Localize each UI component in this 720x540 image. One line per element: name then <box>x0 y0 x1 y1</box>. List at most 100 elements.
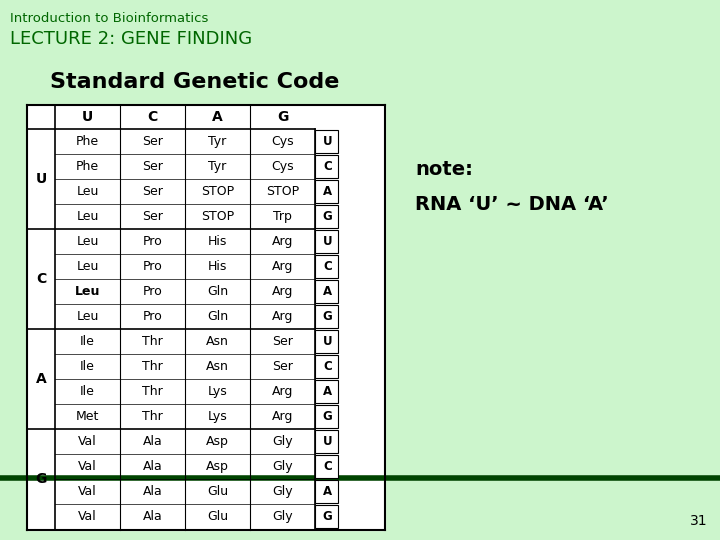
Text: Asn: Asn <box>206 335 229 348</box>
Text: Gly: Gly <box>272 435 293 448</box>
Text: A: A <box>35 372 46 386</box>
Text: Pro: Pro <box>143 235 163 248</box>
Text: A: A <box>323 185 332 198</box>
Text: U: U <box>323 135 333 148</box>
Text: Leu: Leu <box>76 310 99 323</box>
Text: Leu: Leu <box>76 185 99 198</box>
Text: His: His <box>208 235 228 248</box>
Text: Leu: Leu <box>75 285 100 298</box>
Text: C: C <box>323 160 332 173</box>
Text: note:: note: <box>415 160 473 179</box>
Text: Gly: Gly <box>272 460 293 473</box>
Text: Thr: Thr <box>142 335 163 348</box>
Bar <box>315 330 338 353</box>
Text: Arg: Arg <box>272 410 293 423</box>
Text: Trp: Trp <box>273 210 292 223</box>
Text: U: U <box>35 172 47 186</box>
Text: Thr: Thr <box>142 360 163 373</box>
Text: Arg: Arg <box>272 260 293 273</box>
Text: Glu: Glu <box>207 485 228 498</box>
Text: Asp: Asp <box>206 435 229 448</box>
Bar <box>315 430 338 453</box>
Text: Val: Val <box>78 435 97 448</box>
Text: Leu: Leu <box>76 235 99 248</box>
Text: C: C <box>323 460 332 473</box>
Text: Ile: Ile <box>80 385 95 398</box>
Bar <box>315 205 338 228</box>
Text: Ser: Ser <box>142 135 163 148</box>
Text: G: G <box>323 310 333 323</box>
Text: Thr: Thr <box>142 385 163 398</box>
Bar <box>315 355 338 378</box>
Text: Introduction to Bioinformatics: Introduction to Bioinformatics <box>10 12 208 25</box>
Text: Gly: Gly <box>272 485 293 498</box>
Text: Phe: Phe <box>76 135 99 148</box>
Bar <box>315 380 338 403</box>
Text: Ser: Ser <box>272 335 293 348</box>
Text: Gln: Gln <box>207 285 228 298</box>
Bar <box>315 155 338 178</box>
Text: Tyr: Tyr <box>208 135 227 148</box>
Text: Pro: Pro <box>143 260 163 273</box>
Text: Cys: Cys <box>271 135 294 148</box>
Text: Pro: Pro <box>143 310 163 323</box>
Text: Pro: Pro <box>143 285 163 298</box>
Text: C: C <box>323 260 332 273</box>
Text: Leu: Leu <box>76 260 99 273</box>
Text: Ile: Ile <box>80 335 95 348</box>
Bar <box>315 405 338 428</box>
Bar <box>315 305 338 328</box>
Text: STOP: STOP <box>201 210 234 223</box>
Text: Val: Val <box>78 460 97 473</box>
Text: U: U <box>323 335 333 348</box>
Bar <box>315 130 338 153</box>
Text: 31: 31 <box>690 514 708 528</box>
Text: U: U <box>323 435 333 448</box>
Text: Met: Met <box>76 410 99 423</box>
Text: Glu: Glu <box>207 510 228 523</box>
Text: Cys: Cys <box>271 160 294 173</box>
Text: U: U <box>323 235 333 248</box>
Text: Leu: Leu <box>76 210 99 223</box>
Text: Ser: Ser <box>142 210 163 223</box>
Text: Ala: Ala <box>143 485 163 498</box>
Text: His: His <box>208 260 228 273</box>
Text: C: C <box>323 360 332 373</box>
Text: Gly: Gly <box>272 510 293 523</box>
Text: Ser: Ser <box>272 360 293 373</box>
Bar <box>27 105 385 530</box>
Text: Arg: Arg <box>272 235 293 248</box>
Text: Asn: Asn <box>206 360 229 373</box>
Text: STOP: STOP <box>201 185 234 198</box>
Bar <box>315 255 338 278</box>
Text: Lys: Lys <box>207 410 228 423</box>
Text: Thr: Thr <box>142 410 163 423</box>
Bar <box>315 505 338 528</box>
Text: A: A <box>323 485 332 498</box>
Bar <box>315 480 338 503</box>
Text: Gln: Gln <box>207 310 228 323</box>
Text: A: A <box>323 285 332 298</box>
Text: A: A <box>323 385 332 398</box>
Text: RNA ‘U’ ~ DNA ‘A’: RNA ‘U’ ~ DNA ‘A’ <box>415 195 608 214</box>
Text: Standard Genetic Code: Standard Genetic Code <box>50 72 339 92</box>
Text: Phe: Phe <box>76 160 99 173</box>
Text: Tyr: Tyr <box>208 160 227 173</box>
Text: Asp: Asp <box>206 460 229 473</box>
Text: Ser: Ser <box>142 185 163 198</box>
Text: C: C <box>148 110 158 124</box>
Text: Arg: Arg <box>272 310 293 323</box>
Bar <box>315 230 338 253</box>
Text: Ala: Ala <box>143 510 163 523</box>
Text: Arg: Arg <box>272 385 293 398</box>
Text: Val: Val <box>78 510 97 523</box>
Text: Ala: Ala <box>143 460 163 473</box>
Text: G: G <box>35 472 47 486</box>
Text: Val: Val <box>78 485 97 498</box>
Text: Arg: Arg <box>272 285 293 298</box>
Text: Ser: Ser <box>142 160 163 173</box>
Text: STOP: STOP <box>266 185 299 198</box>
Text: U: U <box>82 110 93 124</box>
Text: Ile: Ile <box>80 360 95 373</box>
Text: LECTURE 2: GENE FINDING: LECTURE 2: GENE FINDING <box>10 30 252 48</box>
